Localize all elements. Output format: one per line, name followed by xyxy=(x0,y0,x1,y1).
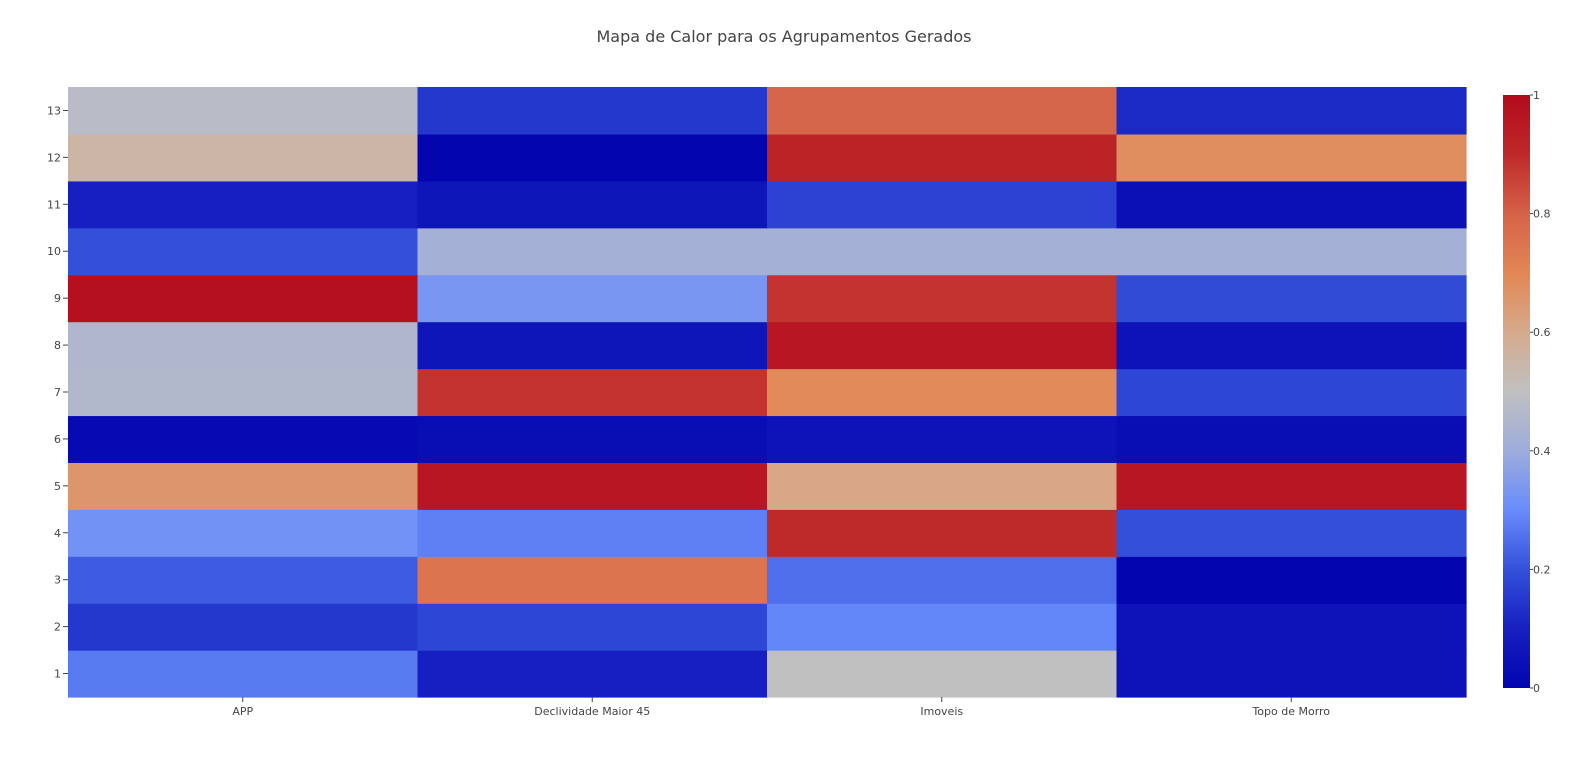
colorbar-tick-label: 0 xyxy=(1533,682,1540,695)
x-axis: APP Declividade Maior 45 Imoveis Topo de Mo… xyxy=(232,697,1330,718)
heatmap-cell xyxy=(1116,603,1467,651)
heatmap-cell xyxy=(68,415,419,463)
heatmap-cell xyxy=(417,180,768,229)
heatmap-cell xyxy=(417,603,768,651)
x-tick-label: Declividade Maior 45 xyxy=(534,705,650,718)
heatmap-cell xyxy=(417,321,768,370)
heatmap-cell xyxy=(1116,274,1467,323)
colorbar-tick-label: 1 xyxy=(1533,89,1540,102)
heatmap-cell xyxy=(417,274,768,323)
heatmap-cell xyxy=(1116,87,1467,135)
heatmap-cell xyxy=(68,368,419,417)
heatmap-cell xyxy=(1116,227,1467,276)
heatmap-cell xyxy=(68,509,419,557)
heatmap-cell xyxy=(767,227,1118,276)
colorbar-gradient xyxy=(1503,95,1530,688)
x-tick-label: Topo de Morro xyxy=(1251,705,1330,718)
y-tick-label: 8 xyxy=(54,339,61,352)
heatmap-cell xyxy=(1116,133,1467,182)
heatmap-cell xyxy=(1116,650,1467,698)
heatmap-cell xyxy=(417,415,768,463)
heatmap-cell xyxy=(68,274,419,323)
heatmap-cell xyxy=(68,227,419,276)
heatmap-cells xyxy=(68,87,1467,698)
colorbar-tick-label: 0.6 xyxy=(1533,326,1551,339)
y-tick-label: 5 xyxy=(54,480,61,493)
heatmap-cell xyxy=(417,556,768,604)
chart-title: Mapa de Calor para os Agrupamentos Gerad… xyxy=(597,27,972,46)
heatmap-cell xyxy=(68,133,419,182)
heatmap-cell xyxy=(68,603,419,651)
y-tick-label: 13 xyxy=(47,104,61,117)
heatmap-cell xyxy=(767,368,1118,417)
colorbar: 0 0.2 0.4 0.6 0.8 1 xyxy=(1503,89,1551,695)
y-tick-label: 2 xyxy=(54,621,61,634)
heatmap-cell xyxy=(767,274,1118,323)
heatmap-cell xyxy=(417,462,768,510)
heatmap-cell xyxy=(1116,462,1467,510)
x-tick-label: APP xyxy=(232,705,253,718)
y-tick-label: 6 xyxy=(54,433,61,446)
heatmap-cell xyxy=(767,650,1118,698)
heatmap-cell xyxy=(417,227,768,276)
heatmap-cell xyxy=(767,87,1118,135)
y-tick-label: 1 xyxy=(54,668,61,681)
y-tick-label: 7 xyxy=(54,386,61,399)
x-tick-label: Imoveis xyxy=(920,705,963,718)
heatmap-cell xyxy=(767,133,1118,182)
y-tick-label: 10 xyxy=(47,245,61,258)
colorbar-tick-label: 0.4 xyxy=(1533,445,1551,458)
heatmap-cell xyxy=(68,556,419,604)
heatmap-cell xyxy=(1116,556,1467,604)
heatmap-cell xyxy=(68,87,419,135)
heatmap-cell xyxy=(417,368,768,417)
heatmap-cell xyxy=(1116,321,1467,370)
heatmap-cell xyxy=(767,180,1118,229)
heatmap-cell xyxy=(68,650,419,698)
heatmap-cell xyxy=(417,509,768,557)
heatmap-cell xyxy=(417,650,768,698)
heatmap-cell xyxy=(68,321,419,370)
heatmap-cell xyxy=(767,603,1118,651)
heatmap-cell xyxy=(1116,415,1467,463)
colorbar-ticks: 0 0.2 0.4 0.6 0.8 1 xyxy=(1530,89,1551,695)
heatmap-cell xyxy=(1116,368,1467,417)
heatmap-cell xyxy=(767,321,1118,370)
y-tick-label: 11 xyxy=(47,198,61,211)
y-tick-label: 9 xyxy=(54,292,61,305)
y-tick-label: 12 xyxy=(47,151,61,164)
heatmap-cell xyxy=(68,180,419,229)
heatmap-cell xyxy=(767,556,1118,604)
heatmap-cell xyxy=(1116,180,1467,229)
heatmap-cell xyxy=(68,462,419,510)
heatmap-cell xyxy=(1116,509,1467,557)
heatmap-cell xyxy=(417,133,768,182)
heatmap-cell xyxy=(767,462,1118,510)
heatmap-cell xyxy=(767,415,1118,463)
colorbar-tick-label: 0.2 xyxy=(1533,563,1551,576)
y-tick-label: 3 xyxy=(54,574,61,587)
y-tick-label: 4 xyxy=(54,527,61,540)
heatmap-cell xyxy=(767,509,1118,557)
colorbar-tick-label: 0.8 xyxy=(1533,208,1551,221)
heatmap-cell xyxy=(417,87,768,135)
